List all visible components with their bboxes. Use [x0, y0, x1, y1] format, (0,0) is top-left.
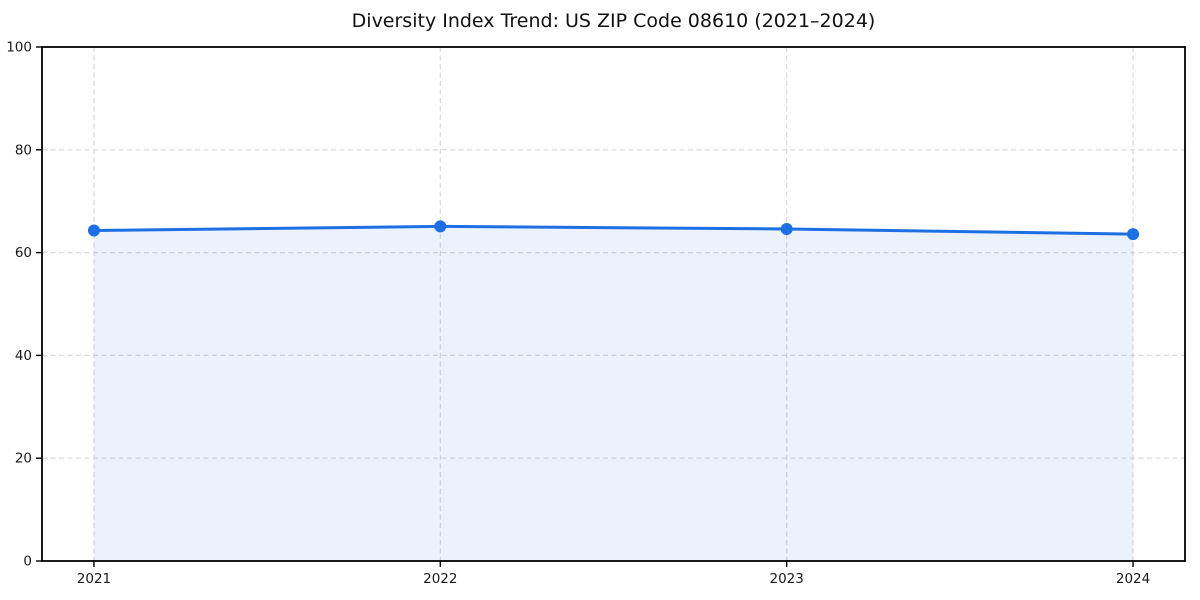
data-point	[1127, 228, 1140, 241]
x-tick-label: 2024	[1116, 571, 1150, 587]
x-tick-label: 2023	[770, 571, 804, 587]
x-tick-label: 2022	[423, 571, 457, 587]
y-tick-label: 0	[23, 554, 32, 570]
data-point	[434, 220, 447, 233]
chart-title: Diversity Index Trend: US ZIP Code 08610…	[351, 10, 876, 32]
y-tick-label: 60	[15, 245, 32, 261]
y-tick-label: 20	[15, 451, 32, 467]
y-tick-label: 100	[6, 40, 32, 56]
x-tick-label: 2021	[77, 571, 111, 587]
series-area-fill	[93, 226, 1134, 562]
data-point	[780, 222, 793, 235]
plot-border	[41, 46, 1186, 562]
series-line	[92, 224, 1135, 236]
y-tick-label: 40	[15, 348, 32, 364]
y-tick-label: 80	[15, 142, 32, 158]
data-point	[87, 224, 100, 237]
